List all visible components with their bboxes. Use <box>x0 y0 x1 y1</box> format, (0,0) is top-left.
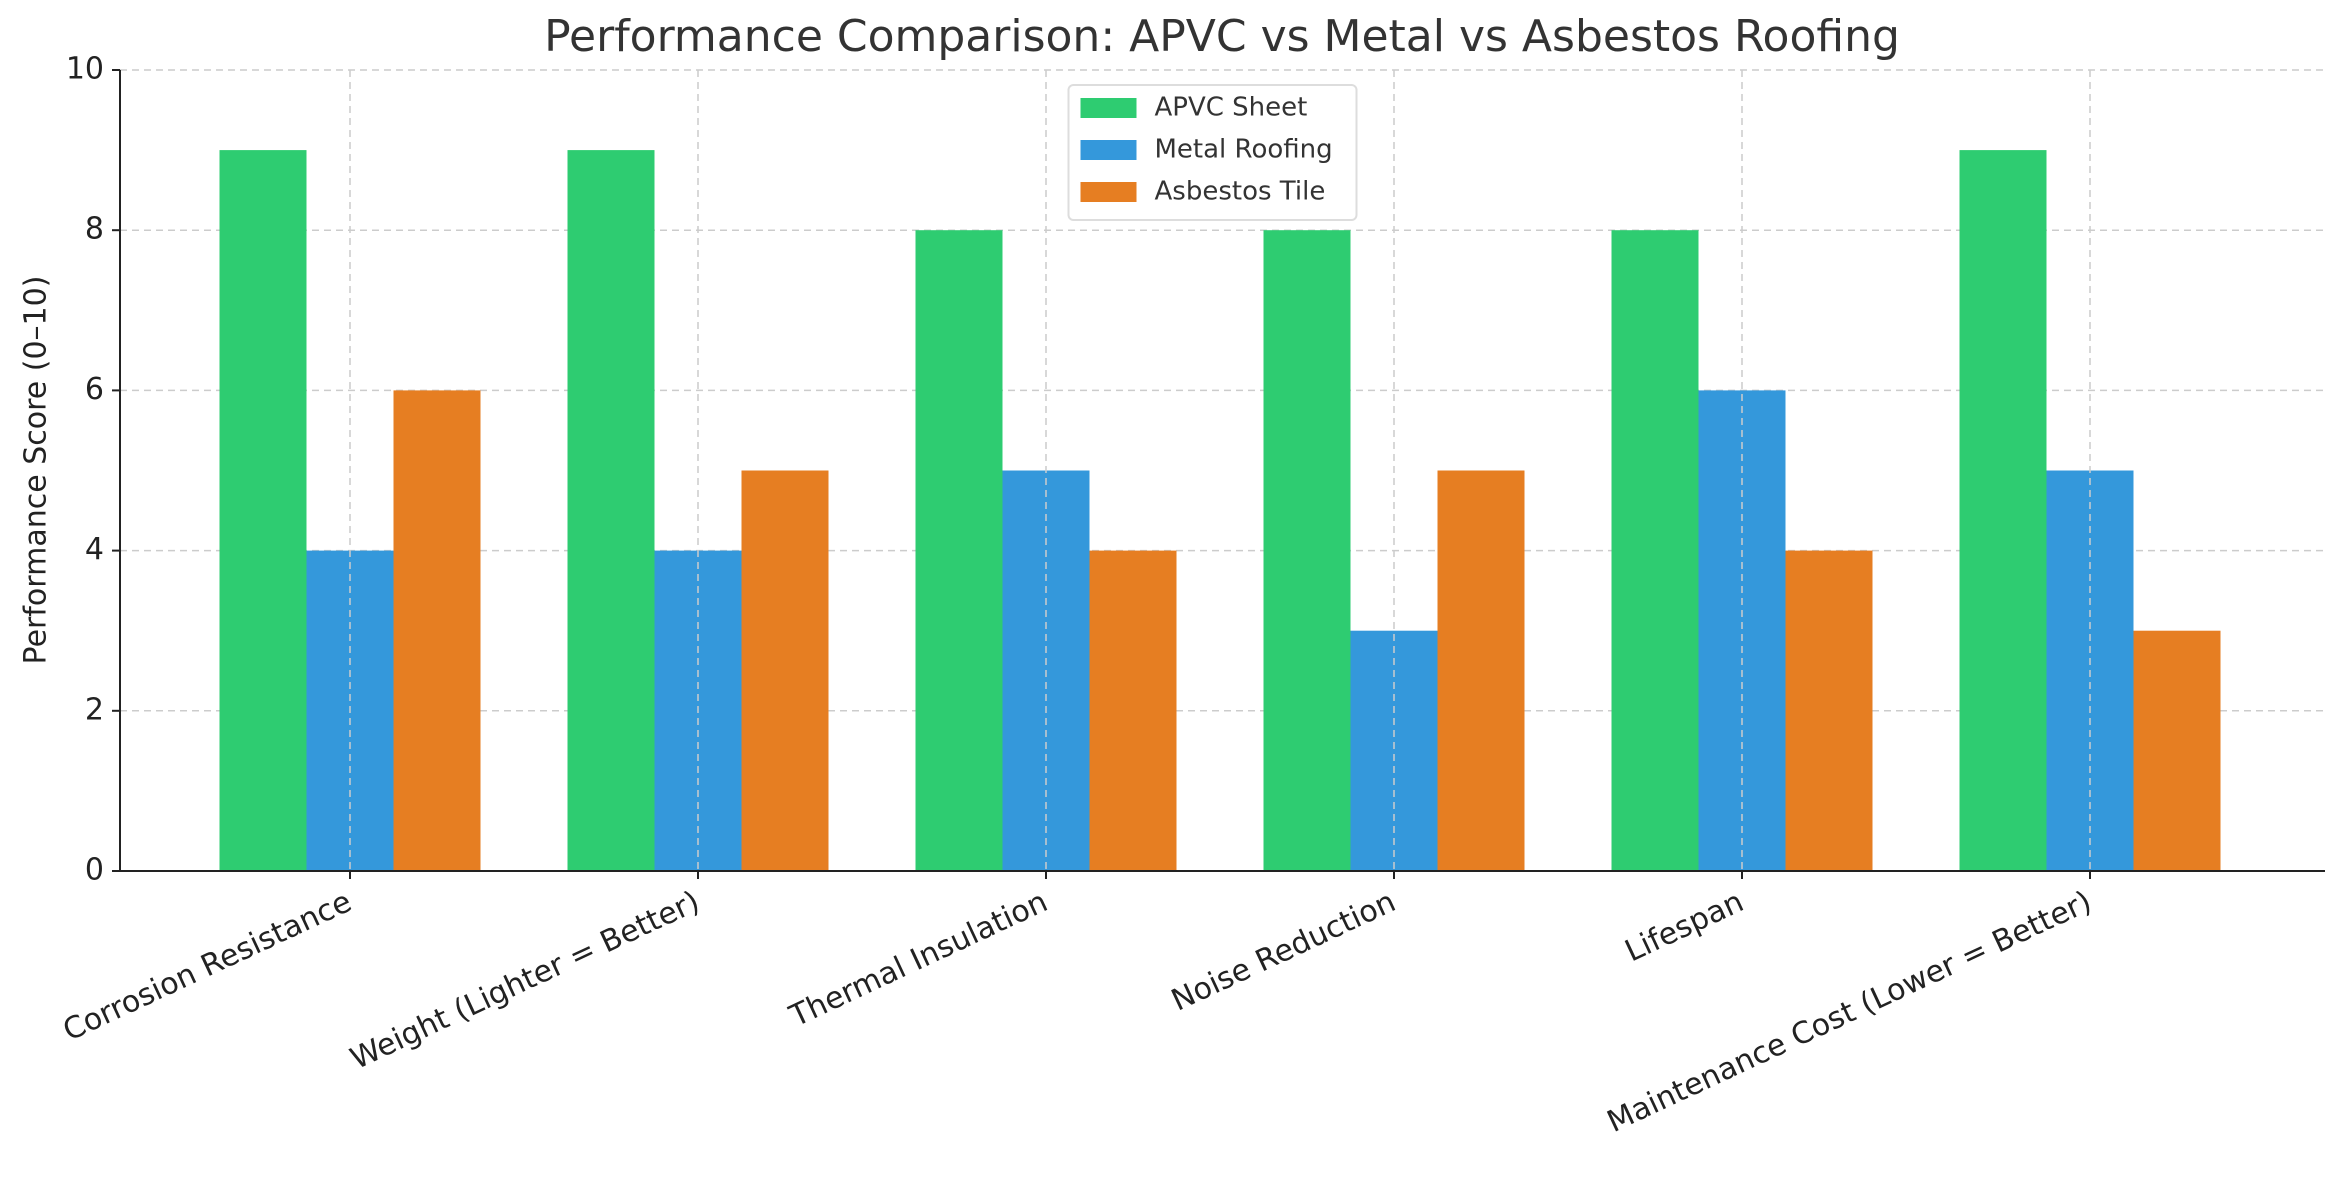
bar <box>567 150 655 872</box>
legend-label: Metal Roofing <box>1155 135 1333 165</box>
legend-box <box>1067 84 1358 221</box>
legend-swatch <box>1080 98 1137 118</box>
bar <box>741 470 829 871</box>
legend-label: Asbestos Tile <box>1155 177 1326 207</box>
y-tick-label: 4 <box>85 532 104 567</box>
bars <box>219 150 2221 872</box>
y-tick-label: 0 <box>85 853 104 888</box>
bar <box>915 230 1003 871</box>
bar <box>1959 150 2047 872</box>
bar <box>393 390 481 871</box>
x-tick-label: Noise Reduction <box>1166 884 1401 1018</box>
x-tick-label: Weight (Lighter = Better) <box>345 884 705 1077</box>
bar <box>219 150 307 872</box>
bar <box>2133 630 2221 871</box>
x-tick-label: Thermal Insulation <box>784 884 1053 1034</box>
bar <box>1611 230 1699 871</box>
bar <box>1785 550 1873 871</box>
bar <box>1698 390 1786 871</box>
legend-swatch <box>1080 182 1137 202</box>
chart-title: Performance Comparison: APVC vs Metal vs… <box>544 11 1900 62</box>
bar <box>1089 550 1177 871</box>
y-axis-label: Performance Score (0–10) <box>19 276 54 665</box>
legend-label: APVC Sheet <box>1155 93 1308 123</box>
bar <box>1437 470 1525 871</box>
y-tick-label: 8 <box>85 212 104 247</box>
y-tick-label: 10 <box>66 52 104 87</box>
bar <box>1263 230 1351 871</box>
x-grid <box>349 70 2091 871</box>
x-tick-label: Corrosion Resistance <box>58 884 357 1048</box>
y-tick-label: 6 <box>85 372 104 407</box>
x-tick-label: Lifespan <box>1620 884 1749 969</box>
bar <box>1350 630 1438 871</box>
legend-swatch <box>1080 140 1137 160</box>
y-tick-label: 2 <box>85 692 104 727</box>
